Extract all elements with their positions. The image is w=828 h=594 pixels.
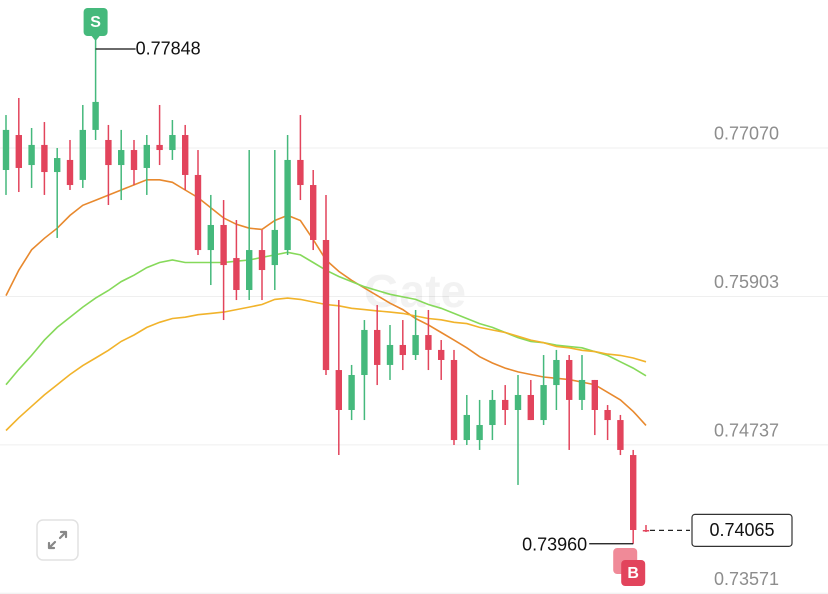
candle-body	[425, 335, 432, 350]
candle-body	[502, 399, 509, 410]
candle-body	[15, 135, 22, 168]
expand-icon[interactable]	[47, 530, 68, 550]
candle-body	[489, 399, 496, 426]
candle-body	[604, 409, 611, 421]
candle-body	[79, 129, 86, 180]
candle-body	[463, 414, 470, 441]
candle-body	[182, 135, 189, 175]
candle-body	[630, 455, 637, 530]
candle-body	[514, 394, 522, 410]
candle-body	[143, 144, 150, 168]
candle-body	[617, 420, 624, 450]
candle-body	[41, 144, 48, 173]
candle-body	[438, 349, 445, 360]
candle-body	[578, 379, 586, 400]
candle-body	[130, 150, 138, 171]
candles-layer	[2, 48, 650, 544]
expand-button[interactable]	[36, 519, 79, 561]
candle-body	[476, 425, 483, 441]
last-price-label: 0.74065	[709, 520, 774, 540]
candle-body	[566, 359, 573, 400]
candle-body	[28, 144, 35, 166]
expand-button-frame[interactable]	[36, 519, 79, 561]
candle-body	[450, 359, 458, 441]
candle-body	[335, 370, 342, 410]
candle-body	[527, 394, 534, 421]
candle-body	[284, 159, 291, 251]
sell-marker-label: S	[90, 14, 101, 31]
candle-body	[258, 250, 266, 271]
candle-body	[194, 174, 202, 251]
buy-marker	[621, 560, 646, 586]
candle-body	[105, 139, 112, 166]
y-tick-label: 0.77070	[714, 124, 779, 144]
candle-body	[54, 158, 61, 173]
candle-body	[66, 159, 74, 186]
candle-body	[386, 344, 394, 365]
y-tick-label: 0.75903	[714, 272, 779, 292]
candle-body	[399, 344, 406, 356]
ann-layer: 0.77848 S 0.73960 B 0.74065	[83, 8, 793, 586]
y-tick-label: 0.73571	[714, 569, 779, 589]
candle-body	[169, 135, 176, 151]
candle-body	[374, 329, 381, 365]
candle-body	[553, 359, 560, 386]
candle-body	[412, 335, 419, 356]
candle-body	[297, 159, 304, 186]
candle-body	[642, 529, 650, 532]
candle-body	[361, 329, 368, 376]
candle-body	[2, 129, 10, 171]
candle-body	[246, 250, 253, 291]
candle-body	[92, 101, 99, 130]
candle-body	[322, 239, 330, 371]
candle-body	[233, 258, 240, 291]
candle-body	[591, 379, 598, 410]
candle-body	[207, 224, 214, 251]
candle-body	[540, 385, 547, 421]
candle-body	[118, 150, 125, 166]
candle-body	[220, 224, 227, 266]
grid-layer: 0.77070 0.75903 0.74737 0.73571	[0, 124, 828, 594]
sell-marker-pointer	[91, 36, 100, 41]
buy-marker-label: B	[627, 565, 639, 582]
y-tick-label: 0.74737	[714, 421, 779, 441]
candle-body	[156, 144, 163, 151]
low-value-label: 0.73960	[522, 534, 587, 554]
sell-marker	[83, 8, 108, 36]
candle-body	[348, 375, 355, 410]
candle-body	[310, 185, 317, 240]
candle-body	[271, 229, 278, 266]
last-price-box	[691, 513, 793, 547]
high-value-label: 0.77848	[136, 39, 201, 59]
